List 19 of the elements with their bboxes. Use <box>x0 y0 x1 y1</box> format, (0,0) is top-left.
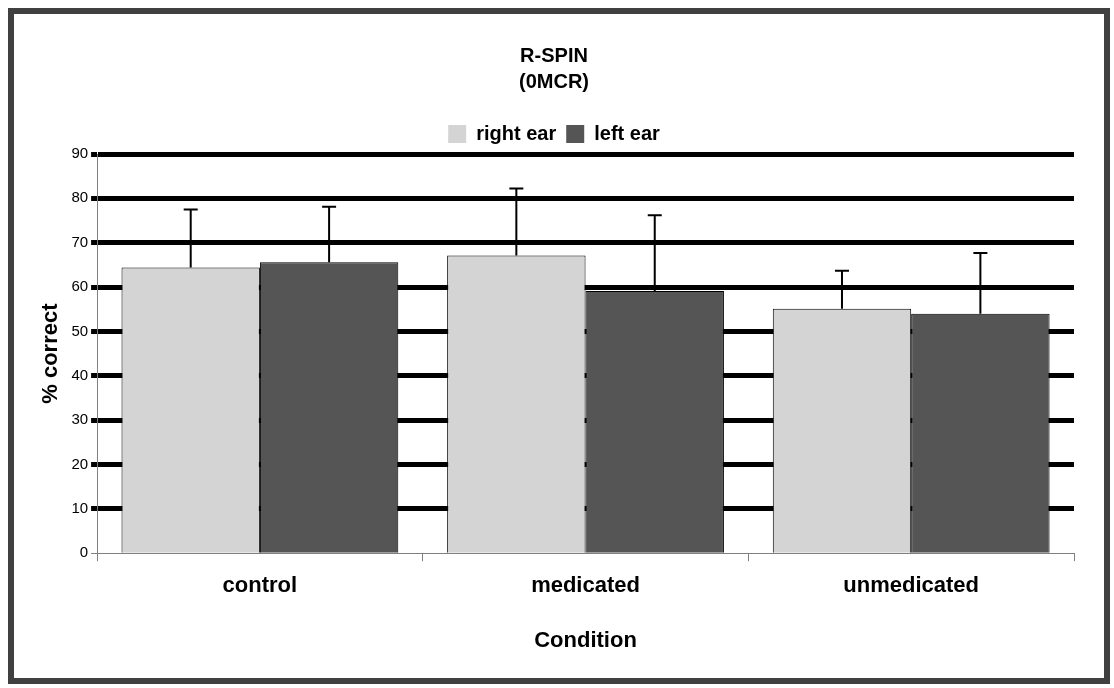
chart-subtitle: (0MCR) <box>519 69 589 92</box>
y-tick-label: 60 <box>71 277 89 295</box>
y-tick-label: 80 <box>71 188 89 206</box>
x-tick-label: medicated <box>531 572 640 598</box>
y-tick-label: 30 <box>71 410 89 428</box>
y-tick-label: 70 <box>71 232 89 250</box>
y-tick-label: 90 <box>71 144 89 162</box>
x-tick-label: control <box>222 572 298 598</box>
y-tick-label: 10 <box>71 498 89 516</box>
y-tick-label: 40 <box>71 365 89 383</box>
chart-title: R-SPIN <box>520 43 588 66</box>
y-tick-label: 0 <box>79 543 89 561</box>
legend-label: right ear <box>476 121 557 144</box>
y-tick-label: 20 <box>71 454 89 472</box>
legend-label: left ear <box>594 121 661 144</box>
y-tick-label: 50 <box>71 321 89 339</box>
x-tick-label: unmedicated <box>843 572 980 598</box>
x-axis-title: Condition <box>534 626 637 652</box>
y-axis-title: % correct <box>37 302 63 404</box>
